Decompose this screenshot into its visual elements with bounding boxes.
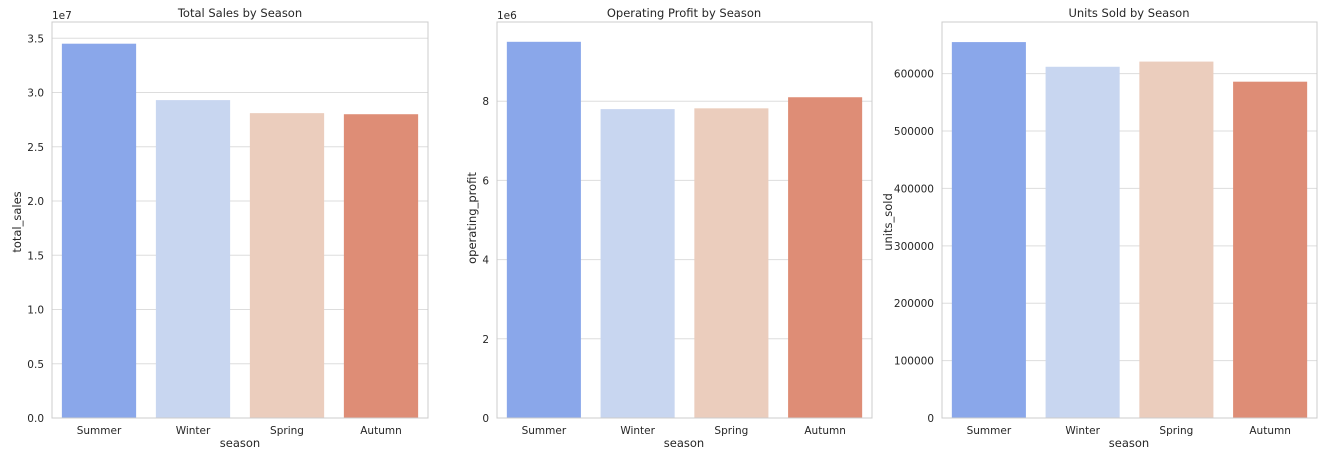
bar-spring <box>249 113 325 418</box>
y-tick-label: 200000 <box>894 298 934 310</box>
y-tick-label: 500000 <box>894 126 934 138</box>
y-tick-label: 400000 <box>894 183 934 195</box>
y-tick-label: 6 <box>482 175 489 187</box>
panel-total-sales: Total Sales by Season 1e7 total_sales se… <box>10 6 429 450</box>
x-tick-label: Spring <box>1159 425 1193 437</box>
x-axis-label: season <box>220 436 260 450</box>
y-tick-label: 600000 <box>894 69 934 81</box>
x-tick-label: Winter <box>176 425 211 437</box>
x-tick-label: Autumn <box>804 425 846 437</box>
y-offset-label: 1e7 <box>52 10 72 22</box>
y-tick-label: 8 <box>482 96 489 108</box>
y-tick-label: 0.5 <box>27 359 44 371</box>
y-tick-label: 1.5 <box>27 250 44 262</box>
y-tick-label: 1.0 <box>27 305 44 317</box>
axes-frame <box>496 21 873 419</box>
chart-title: Units Sold by Season <box>1068 6 1189 20</box>
y-tick-label: 2 <box>482 334 489 346</box>
x-tick-label: Spring <box>270 425 304 437</box>
y-tick-label: 300000 <box>894 241 934 253</box>
y-tick-label: 100000 <box>894 356 934 368</box>
bar-spring <box>1139 61 1214 418</box>
y-tick-label: 2.5 <box>27 142 44 154</box>
x-tick-label: Autumn <box>360 425 402 437</box>
x-tick-label: Autumn <box>1249 425 1291 437</box>
x-tick-label: Summer <box>967 425 1012 437</box>
y-tick-label: 4 <box>482 255 489 267</box>
bar-winter <box>1045 66 1120 418</box>
y-tick-label: 0 <box>482 413 489 425</box>
y-tick-label: 3.5 <box>27 33 44 45</box>
y-axis-label: operating_profit <box>465 172 479 264</box>
x-axis-label: season <box>1109 436 1149 450</box>
y-tick-label: 0 <box>927 413 934 425</box>
y-tick-label: 2.0 <box>27 196 44 208</box>
bar-autumn <box>1233 81 1308 419</box>
chart-title: Operating Profit by Season <box>607 6 761 20</box>
bar-autumn <box>343 114 419 418</box>
axes-frame <box>941 21 1318 419</box>
x-tick-label: Summer <box>77 425 122 437</box>
bar-summer <box>506 41 581 419</box>
x-tick-label: Winter <box>1065 425 1100 437</box>
x-tick-label: Spring <box>714 425 748 437</box>
bar-summer <box>61 43 137 418</box>
y-offset-label: 1e6 <box>497 10 517 22</box>
panel-units-sold: Units Sold by Season units_sold season 0… <box>881 6 1318 450</box>
bar-summer <box>951 42 1026 419</box>
x-axis-label: season <box>664 436 704 450</box>
y-tick-label: 3.0 <box>27 88 44 100</box>
x-tick-label: Winter <box>620 425 655 437</box>
bar-autumn <box>788 97 863 419</box>
y-tick-label: 0.0 <box>27 413 44 425</box>
y-axis-label: total_sales <box>10 191 24 252</box>
chart-title: Total Sales by Season <box>177 6 302 20</box>
axes-frame <box>51 21 429 419</box>
x-tick-label: Summer <box>522 425 567 437</box>
bar-spring <box>694 108 769 418</box>
bar-winter <box>600 109 675 419</box>
bar-winter <box>155 100 231 419</box>
y-axis-label: units_sold <box>881 193 895 251</box>
panel-operating-profit: Operating Profit by Season 1e6 operating… <box>465 6 873 450</box>
